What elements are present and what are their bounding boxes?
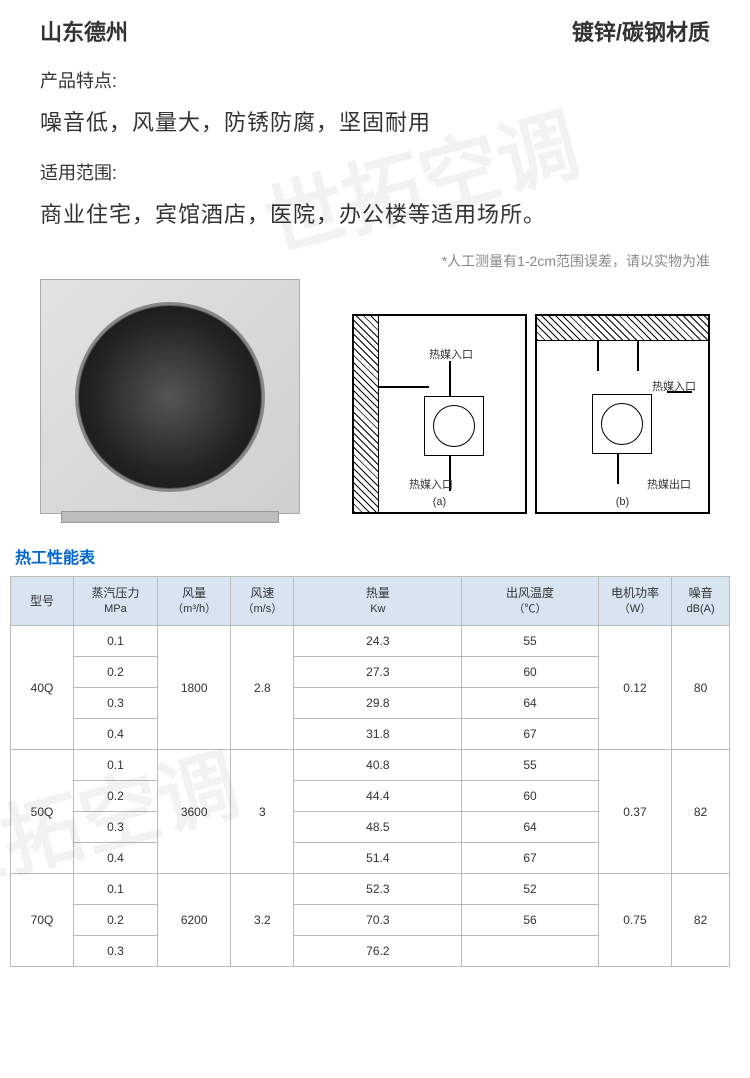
cell-pressure: 0.2 [73, 781, 157, 812]
table-body: 40Q0.118002.824.3550.12800.227.3600.329.… [11, 626, 730, 967]
scope-label: 适用范围: [40, 159, 710, 185]
features-text: 噪音低，风量大，防锈防腐，坚固耐用 [40, 105, 710, 137]
col-power: 电机功率 （W） [598, 577, 671, 626]
cell-temp [462, 936, 598, 967]
header-row: 山东德州 镀锌/碳钢材质 [40, 15, 710, 47]
cell-heat: 27.3 [294, 657, 462, 688]
cell-heat: 52.3 [294, 874, 462, 905]
cell-pressure: 0.3 [73, 812, 157, 843]
cell-heat: 48.5 [294, 812, 462, 843]
cell-power: 0.37 [598, 750, 671, 874]
cell-speed: 3.2 [231, 874, 294, 967]
cell-temp: 52 [462, 874, 598, 905]
col-noise: 噪音 dB(A) [672, 577, 730, 626]
cell-noise: 82 [672, 874, 730, 967]
cell-airflow: 3600 [157, 750, 230, 874]
table-row: 40Q0.118002.824.3550.1280 [11, 626, 730, 657]
diagram-sub-a: (a) [433, 496, 446, 508]
cell-airflow: 1800 [157, 626, 230, 750]
cell-temp: 67 [462, 843, 598, 874]
material-text: 镀锌/碳钢材质 [572, 15, 710, 47]
fan-icon [75, 302, 265, 492]
cell-heat: 76.2 [294, 936, 462, 967]
diagram-label: 热媒出口 [647, 476, 691, 492]
col-airflow: 风量 （m³/h） [157, 577, 230, 626]
cell-power: 0.12 [598, 626, 671, 750]
cell-speed: 2.8 [231, 626, 294, 750]
cell-temp: 60 [462, 657, 598, 688]
cell-pressure: 0.4 [73, 843, 157, 874]
cell-heat: 29.8 [294, 688, 462, 719]
cell-pressure: 0.2 [73, 905, 157, 936]
cell-temp: 67 [462, 719, 598, 750]
cell-heat: 51.4 [294, 843, 462, 874]
col-heat: 热量 Kw [294, 577, 462, 626]
col-model: 型号 [11, 577, 74, 626]
cell-heat: 44.4 [294, 781, 462, 812]
cell-speed: 3 [231, 750, 294, 874]
table-title: 热工性能表 [15, 544, 710, 568]
cell-temp: 64 [462, 688, 598, 719]
images-row: 热媒入口 热媒入口 (a) 热媒入口 热媒出口 (b) [40, 279, 710, 514]
diagram-sub-b: (b) [616, 496, 629, 508]
cell-noise: 82 [672, 750, 730, 874]
cell-pressure: 0.1 [73, 750, 157, 781]
cell-temp: 64 [462, 812, 598, 843]
cell-model: 40Q [11, 626, 74, 750]
performance-table: 型号 蒸汽压力 MPa 风量 （m³/h） 风速 （m/s） 热量 Kw 出风温… [10, 576, 730, 967]
cell-temp: 60 [462, 781, 598, 812]
cell-heat: 24.3 [294, 626, 462, 657]
cell-temp: 56 [462, 905, 598, 936]
cell-airflow: 6200 [157, 874, 230, 967]
cell-power: 0.75 [598, 874, 671, 967]
cell-pressure: 0.1 [73, 874, 157, 905]
location-text: 山东德州 [40, 15, 128, 47]
cell-pressure: 0.1 [73, 626, 157, 657]
cell-model: 50Q [11, 750, 74, 874]
measurement-note: *人工测量有1-2cm范围误差，请以实物为准 [40, 251, 710, 271]
diagram-pair: 热媒入口 热媒入口 (a) 热媒入口 热媒出口 (b) [352, 314, 710, 514]
col-speed: 风速 （m/s） [231, 577, 294, 626]
features-label: 产品特点: [40, 67, 710, 93]
table-row: 70Q0.162003.252.3520.7582 [11, 874, 730, 905]
cell-pressure: 0.2 [73, 657, 157, 688]
diagram-label: 热媒入口 [429, 346, 473, 362]
cell-heat: 40.8 [294, 750, 462, 781]
cell-temp: 55 [462, 750, 598, 781]
table-header: 型号 蒸汽压力 MPa 风量 （m³/h） 风速 （m/s） 热量 Kw 出风温… [11, 577, 730, 626]
cell-model: 70Q [11, 874, 74, 967]
col-pressure: 蒸汽压力 MPa [73, 577, 157, 626]
diagram-label: 热媒入口 [409, 476, 453, 492]
cell-pressure: 0.3 [73, 936, 157, 967]
cell-pressure: 0.4 [73, 719, 157, 750]
cell-noise: 80 [672, 626, 730, 750]
product-photo [40, 279, 300, 514]
table-row: 50Q0.13600340.8550.3782 [11, 750, 730, 781]
cell-heat: 31.8 [294, 719, 462, 750]
install-diagram-b: 热媒入口 热媒出口 (b) [535, 314, 710, 514]
scope-text: 商业住宅，宾馆酒店，医院，办公楼等适用场所。 [40, 197, 710, 229]
cell-temp: 55 [462, 626, 598, 657]
install-diagram-a: 热媒入口 热媒入口 (a) [352, 314, 527, 514]
cell-pressure: 0.3 [73, 688, 157, 719]
col-temp: 出风温度 （℃） [462, 577, 598, 626]
cell-heat: 70.3 [294, 905, 462, 936]
